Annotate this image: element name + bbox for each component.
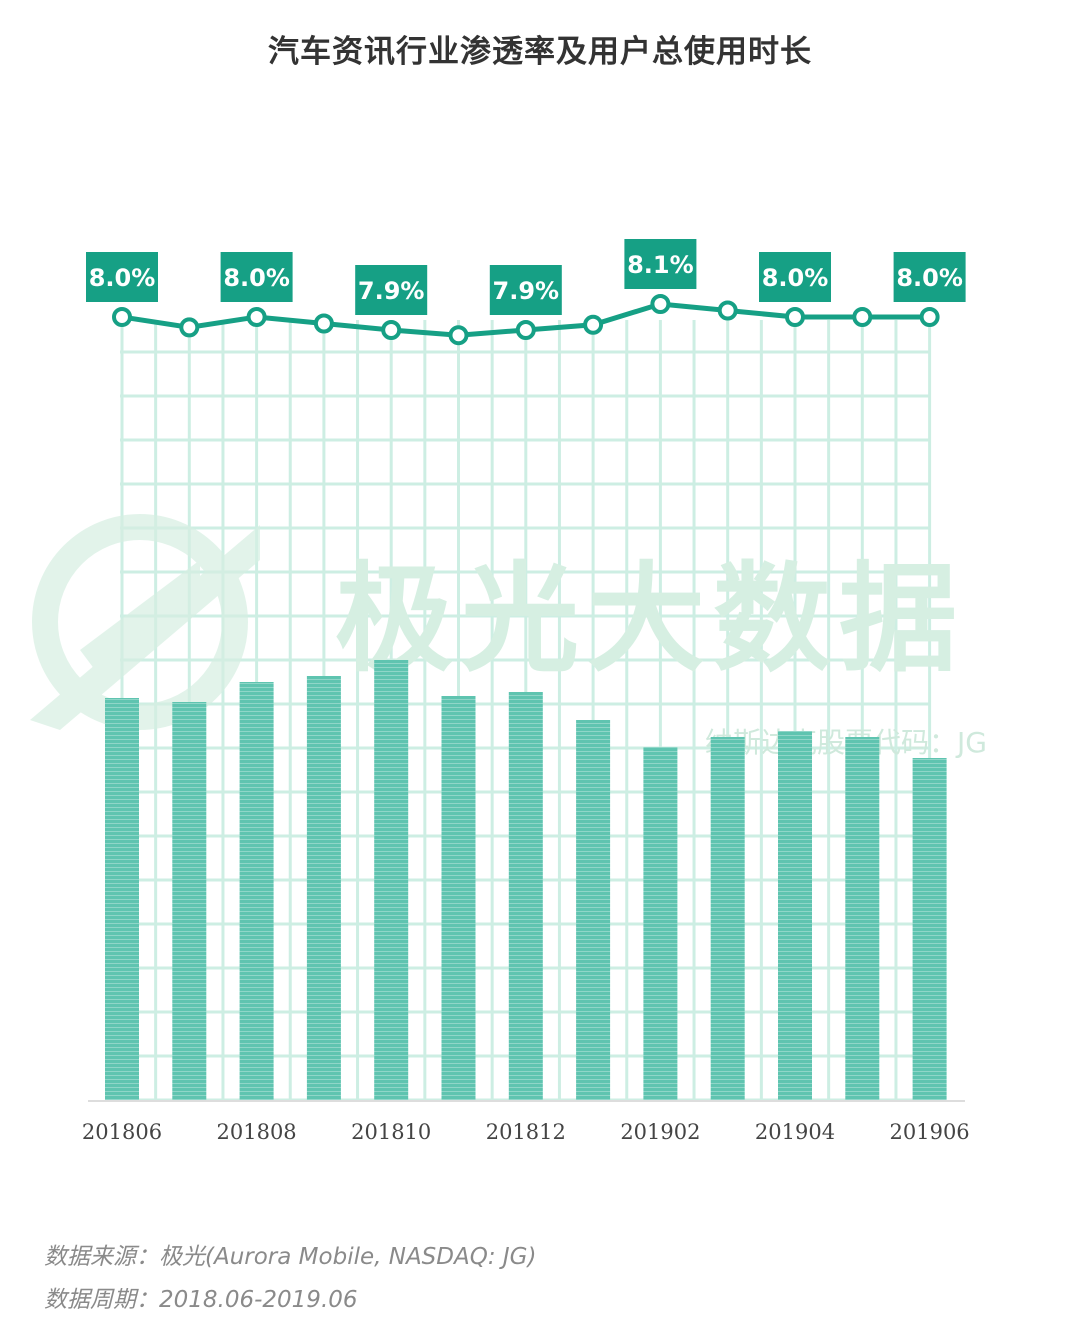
bar-201906 (912, 758, 947, 1100)
data-labels: 8.0% 8.0% 7.9% 7.9% 8.1% 8.0% 8.0% (86, 239, 966, 315)
line-point-201806 (112, 307, 132, 327)
line-point-201904 (785, 307, 805, 327)
bars (105, 660, 947, 1100)
data-label: 7.9% (358, 277, 425, 305)
x-tick-label: 201904 (755, 1120, 835, 1144)
data-label-box (624, 239, 697, 289)
bar-201806 (105, 698, 139, 1100)
bar-201808 (239, 682, 274, 1100)
x-tick-label: 201812 (486, 1120, 566, 1144)
bar-201809 (306, 676, 341, 1100)
bar-201902 (643, 747, 678, 1100)
bar-201811 (441, 696, 476, 1100)
source-note: 数据来源：极光(Aurora Mobile, NASDAQ: JG) (44, 1244, 537, 1270)
line-point-201807 (179, 317, 200, 338)
line-series (112, 294, 940, 346)
data-label-box (355, 265, 428, 315)
line-point-201808 (246, 307, 267, 327)
data-label-box (86, 252, 158, 302)
bar-201904 (778, 731, 812, 1100)
data-label-box (893, 252, 966, 302)
bar-201903 (710, 737, 745, 1100)
watermark-brand: 极光大数据 (335, 550, 965, 688)
line-point-201906 (919, 307, 940, 327)
line-point-201901 (583, 314, 604, 335)
line-point-201902 (650, 294, 671, 314)
data-label: 8.1% (627, 251, 694, 279)
data-label-box (759, 252, 831, 302)
data-label-box (220, 252, 293, 302)
data-label-box (489, 265, 562, 315)
data-label: 8.0% (896, 264, 963, 292)
bar-201807 (172, 702, 207, 1100)
bar-201810 (374, 660, 409, 1100)
watermark-logo-icon (30, 514, 260, 730)
data-label: 7.9% (493, 277, 560, 305)
x-tick-label: 201906 (890, 1120, 970, 1144)
line-point-201903 (717, 300, 738, 321)
bar-201905 (845, 737, 880, 1100)
x-tick-label: 201902 (620, 1120, 700, 1144)
x-tick-labels: 201806 201808 201810 201812 201902 201904 2019… (82, 1120, 970, 1144)
data-label: 8.0% (89, 264, 156, 292)
line-point-201812 (515, 320, 536, 340)
line-point-201811 (448, 325, 469, 346)
x-tick-label: 201810 (351, 1120, 431, 1144)
x-tick-label: 201806 (82, 1120, 162, 1144)
line-point-201810 (381, 320, 402, 340)
data-label: 8.0% (762, 264, 829, 292)
line-point-201905 (852, 307, 873, 327)
chart-title: 汽车资讯行业渗透率及用户总使用时长 (268, 34, 812, 70)
data-label: 8.0% (223, 264, 290, 292)
line-point-201809 (313, 313, 334, 334)
bar-201812 (508, 692, 543, 1100)
bar-201901 (576, 720, 611, 1100)
x-tick-label: 201808 (217, 1120, 297, 1144)
period-note: 数据周期：2018.06-2019.06 (44, 1287, 358, 1313)
